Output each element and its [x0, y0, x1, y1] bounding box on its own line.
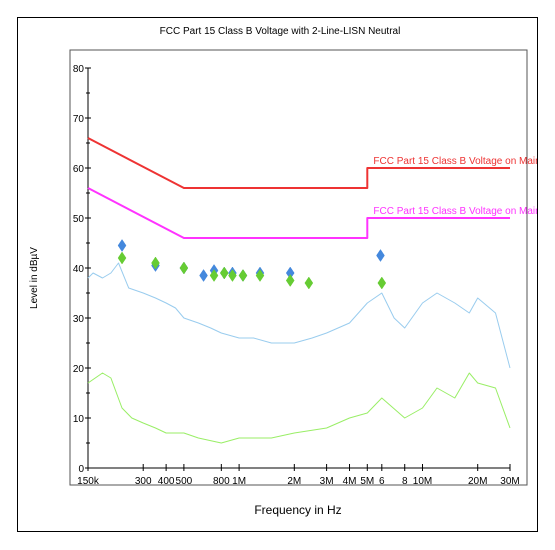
limit-line	[87, 187, 510, 239]
x-tick-label: 8	[402, 476, 408, 487]
x-tick-label: 6	[379, 476, 385, 487]
y-tick-label: 40	[73, 264, 85, 275]
measurement-marker	[304, 276, 314, 290]
measurement-marker	[238, 269, 248, 282]
x-tick-label: 10M	[413, 476, 432, 487]
measurement-marker	[117, 251, 127, 265]
measurement-marker	[151, 256, 160, 270]
x-axis-label: Frequency in Hz	[254, 503, 341, 517]
x-tick-label: 2M	[287, 476, 301, 487]
y-axis-label: Level in dBµV	[29, 247, 40, 309]
x-tick-label: 4M	[343, 476, 357, 487]
x-tick-label: 300	[135, 476, 152, 487]
chart-frame: FCC Part 15 Class B Voltage with 2-Line-…	[17, 17, 538, 532]
y-tick-label: 70	[73, 114, 85, 125]
x-tick-label: 400	[158, 476, 175, 487]
x-tick-label: 30M	[500, 476, 519, 487]
measurement-marker	[285, 274, 295, 287]
measurement-marker	[117, 239, 127, 252]
axis-tick-labels: 0 10 20 30 40 50 60 70 80 150k 300 400 500 800 1M 2M 3M 4…	[73, 64, 520, 487]
x-tick-label: 1M	[232, 476, 246, 487]
measurement-marker	[179, 261, 189, 275]
spectrum-trace	[87, 262, 511, 369]
x-tick-label: 500	[176, 476, 193, 487]
y-tick-label: 20	[73, 364, 85, 375]
x-tick-label: 20M	[468, 476, 487, 487]
y-tick-label: 10	[73, 414, 85, 425]
x-tick-label: 5M	[360, 476, 374, 487]
y-tick-label: 80	[73, 64, 85, 75]
plot-area	[69, 49, 528, 486]
measurement-marker	[219, 266, 229, 280]
measurement-marker	[199, 269, 208, 282]
spectrum-trace	[87, 372, 511, 444]
limit-line	[87, 137, 510, 189]
x-tick-label: 3M	[320, 476, 334, 487]
measurement-marker	[209, 269, 219, 282]
emission-chart: FCC Part 15 Class B Voltage with 2-Line-…	[29, 26, 537, 517]
measurement-marker	[255, 269, 265, 282]
series-layer: FCC Part 15 Class B Voltage on Mains Q FC…	[87, 137, 537, 444]
y-tick-label: 0	[78, 464, 84, 475]
chart-title: FCC Part 15 Class B Voltage with 2-Line-…	[160, 26, 401, 37]
measurement-marker	[228, 269, 237, 282]
limit-line-label: FCC Part 15 Class B Voltage on Mains Q	[373, 156, 537, 167]
x-tick-label: 800	[213, 476, 230, 487]
x-tick-label: 150k	[77, 476, 100, 487]
measurement-marker	[376, 249, 385, 262]
y-tick-label: 30	[73, 314, 85, 325]
axis-ticks	[85, 67, 511, 471]
limit-line-label: FCC Part 15 Class B Voltage on Mains A	[373, 206, 537, 217]
y-tick-label: 50	[73, 214, 85, 225]
y-tick-label: 60	[73, 164, 85, 175]
measurement-marker	[377, 276, 387, 290]
